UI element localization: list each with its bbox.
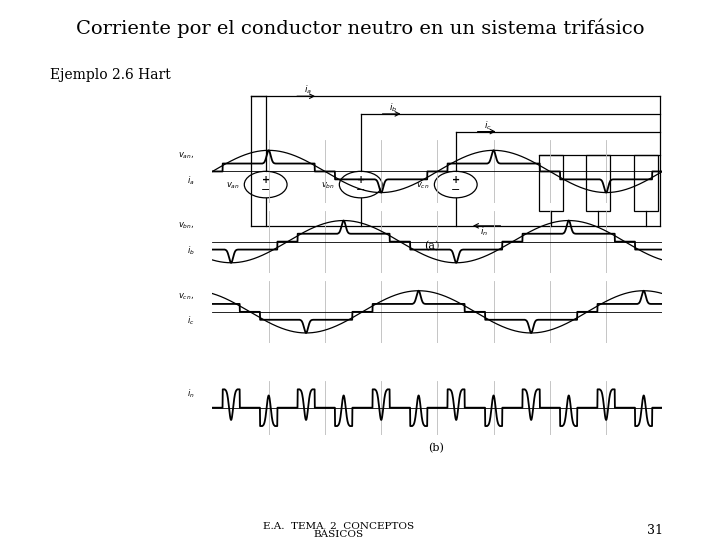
Text: −: − (261, 185, 271, 195)
Text: 31: 31 (647, 524, 663, 537)
Text: $v_{an},$: $v_{an},$ (178, 151, 194, 161)
Text: E.A.  TEMA  2  CONCEPTOS: E.A. TEMA 2 CONCEPTOS (263, 522, 414, 531)
Text: $i_b$: $i_b$ (389, 102, 397, 114)
Text: −: − (451, 185, 461, 195)
Text: Corriente por el conductor neutro en un sistema trifásico: Corriente por el conductor neutro en un … (76, 19, 644, 38)
Text: BÁSICOS: BÁSICOS (313, 530, 364, 539)
Bar (587, 155, 611, 211)
Text: $i_b$: $i_b$ (186, 245, 194, 257)
Text: $i_c$: $i_c$ (187, 315, 194, 327)
Text: $i_n$: $i_n$ (480, 226, 488, 238)
Text: +: + (356, 175, 365, 185)
Text: $v_{an}$: $v_{an}$ (225, 181, 240, 191)
Text: +: + (451, 175, 460, 185)
Text: $i_n$: $i_n$ (186, 388, 194, 401)
Text: −: − (356, 185, 366, 195)
Text: (a): (a) (424, 241, 440, 252)
Text: $i_c$: $i_c$ (484, 119, 492, 132)
Text: $v_{bn},$: $v_{bn},$ (178, 221, 194, 231)
Text: $v_{bn}$: $v_{bn}$ (320, 181, 335, 191)
Text: $i_a$: $i_a$ (304, 84, 312, 96)
Bar (539, 155, 563, 211)
Bar (634, 155, 658, 211)
Text: Ejemplo 2.6 Hart: Ejemplo 2.6 Hart (50, 68, 171, 82)
Text: $v_{cn},$: $v_{cn},$ (179, 291, 194, 301)
Text: $i_a$: $i_a$ (187, 174, 194, 187)
Text: +: + (261, 175, 270, 185)
Text: (b): (b) (428, 443, 444, 453)
Text: $v_{cn}$: $v_{cn}$ (416, 181, 430, 191)
